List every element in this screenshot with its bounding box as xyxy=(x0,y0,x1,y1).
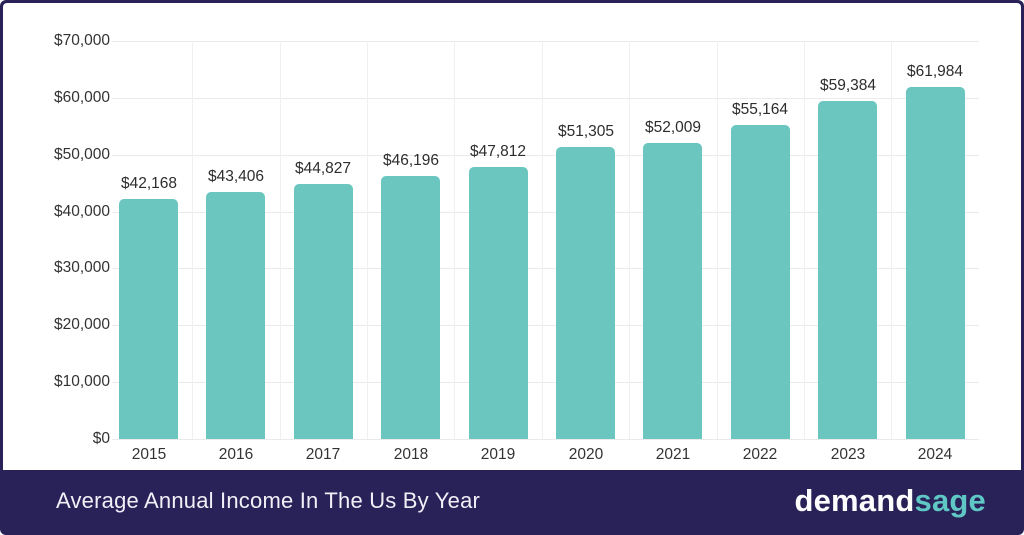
x-axis-tick-label: 2020 xyxy=(568,446,604,463)
brand-word-demand: demand xyxy=(794,482,915,518)
x-axis-tick-label: 2023 xyxy=(830,446,866,463)
bar-value-label: $42,168 xyxy=(120,175,178,192)
bar-2019 xyxy=(469,167,528,439)
bar-value-label: $44,827 xyxy=(294,160,352,177)
y-axis-tick-label: $40,000 xyxy=(53,203,110,220)
gridline-horizontal xyxy=(112,212,979,213)
bar-2021 xyxy=(643,143,702,439)
y-axis-tick-label: $60,000 xyxy=(53,89,110,106)
bar-2022 xyxy=(731,125,790,439)
gridline-horizontal xyxy=(112,155,979,156)
bar-2018 xyxy=(381,176,440,439)
bar-value-label: $46,196 xyxy=(382,152,440,169)
y-axis-tick-label: $0 xyxy=(92,430,110,447)
bar-2024 xyxy=(906,87,965,439)
bar-2020 xyxy=(556,147,615,439)
x-axis-tick-label: 2018 xyxy=(393,446,429,463)
chart-title: Average Annual Income In The Us By Year xyxy=(56,487,481,513)
footer-bar: Average Annual Income In The Us By Year … xyxy=(0,470,1024,535)
brand-word-sage: sage xyxy=(914,482,986,518)
y-axis-tick-label: $10,000 xyxy=(53,373,110,390)
gridline-horizontal xyxy=(112,382,979,383)
bar-value-label: $51,305 xyxy=(557,123,615,140)
y-axis-tick-label: $70,000 xyxy=(53,32,110,49)
bar-value-label: $55,164 xyxy=(731,101,789,118)
gridline-vertical xyxy=(891,41,892,439)
bar-2015 xyxy=(119,199,178,439)
gridline-horizontal xyxy=(112,439,979,440)
gridline-vertical xyxy=(454,41,455,439)
bar-value-label: $43,406 xyxy=(207,168,265,185)
bar-value-label: $47,812 xyxy=(469,143,527,160)
bar-value-label: $52,009 xyxy=(644,119,702,136)
x-axis-tick-label: 2015 xyxy=(131,446,167,463)
gridline-vertical xyxy=(629,41,630,439)
bar-2017 xyxy=(294,184,353,439)
x-axis-tick-label: 2016 xyxy=(218,446,254,463)
y-axis-tick-label: $50,000 xyxy=(53,146,110,163)
gridline-vertical xyxy=(804,41,805,439)
x-axis-tick-label: 2019 xyxy=(480,446,516,463)
bar-2023 xyxy=(818,101,877,439)
bar-value-label: $61,984 xyxy=(906,63,964,80)
gridline-vertical xyxy=(717,41,718,439)
gridline-vertical xyxy=(192,41,193,439)
bar-value-label: $59,384 xyxy=(819,77,877,94)
gridline-horizontal xyxy=(112,41,979,42)
x-axis-tick-label: 2022 xyxy=(742,446,778,463)
y-axis-tick-label: $20,000 xyxy=(53,316,110,333)
gridline-horizontal xyxy=(112,98,979,99)
x-axis-tick-label: 2017 xyxy=(305,446,341,463)
gridline-vertical xyxy=(367,41,368,439)
bar-chart: $70,000 $60,000 $50,000 $40,000 $30,000 $20,0… xyxy=(3,3,1021,470)
gridline-vertical xyxy=(280,41,281,439)
gridline-horizontal xyxy=(112,268,979,269)
y-axis-tick-label: $30,000 xyxy=(53,259,110,276)
gridline-horizontal xyxy=(112,325,979,326)
gridline-vertical xyxy=(542,41,543,439)
x-axis-tick-label: 2021 xyxy=(655,446,691,463)
x-axis-tick-label: 2024 xyxy=(917,446,953,463)
bar-2016 xyxy=(206,192,265,439)
demandsage-logo: demandsage xyxy=(794,483,986,519)
